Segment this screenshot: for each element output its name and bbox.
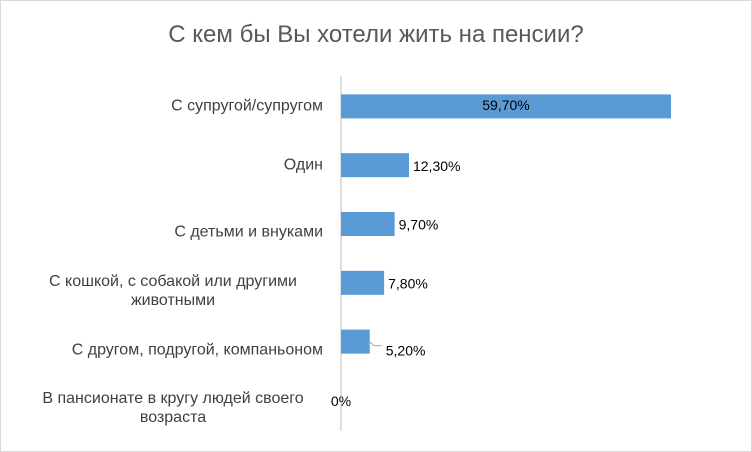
y-tick-label: С кошкой, с собакой или другими животным… xyxy=(49,272,297,309)
chart-title: С кем бы Вы хотели жить на пенсии? xyxy=(168,21,584,48)
bar xyxy=(341,212,395,236)
y-tick-label: С детьми и внуками xyxy=(174,223,323,241)
bar xyxy=(341,94,672,119)
y-tick-label: В пансионате в кругу людей своего возрас… xyxy=(42,390,304,427)
data-label: 7,80% xyxy=(388,276,428,292)
data-label: 59,70% xyxy=(482,97,529,113)
bar xyxy=(341,329,370,354)
data-label: 0% xyxy=(331,393,351,409)
bar xyxy=(341,270,385,295)
data-label: 12,30% xyxy=(413,158,460,174)
y-tick-label: С супругой/супругом xyxy=(171,97,323,115)
data-label: 5,20% xyxy=(386,342,426,358)
data-label: 9,70% xyxy=(399,217,439,233)
y-tick-label: Один xyxy=(283,156,323,174)
leader-line xyxy=(369,341,382,347)
bar xyxy=(341,153,409,178)
y-tick-label: С другом, подругой, компаньоном xyxy=(71,341,323,359)
